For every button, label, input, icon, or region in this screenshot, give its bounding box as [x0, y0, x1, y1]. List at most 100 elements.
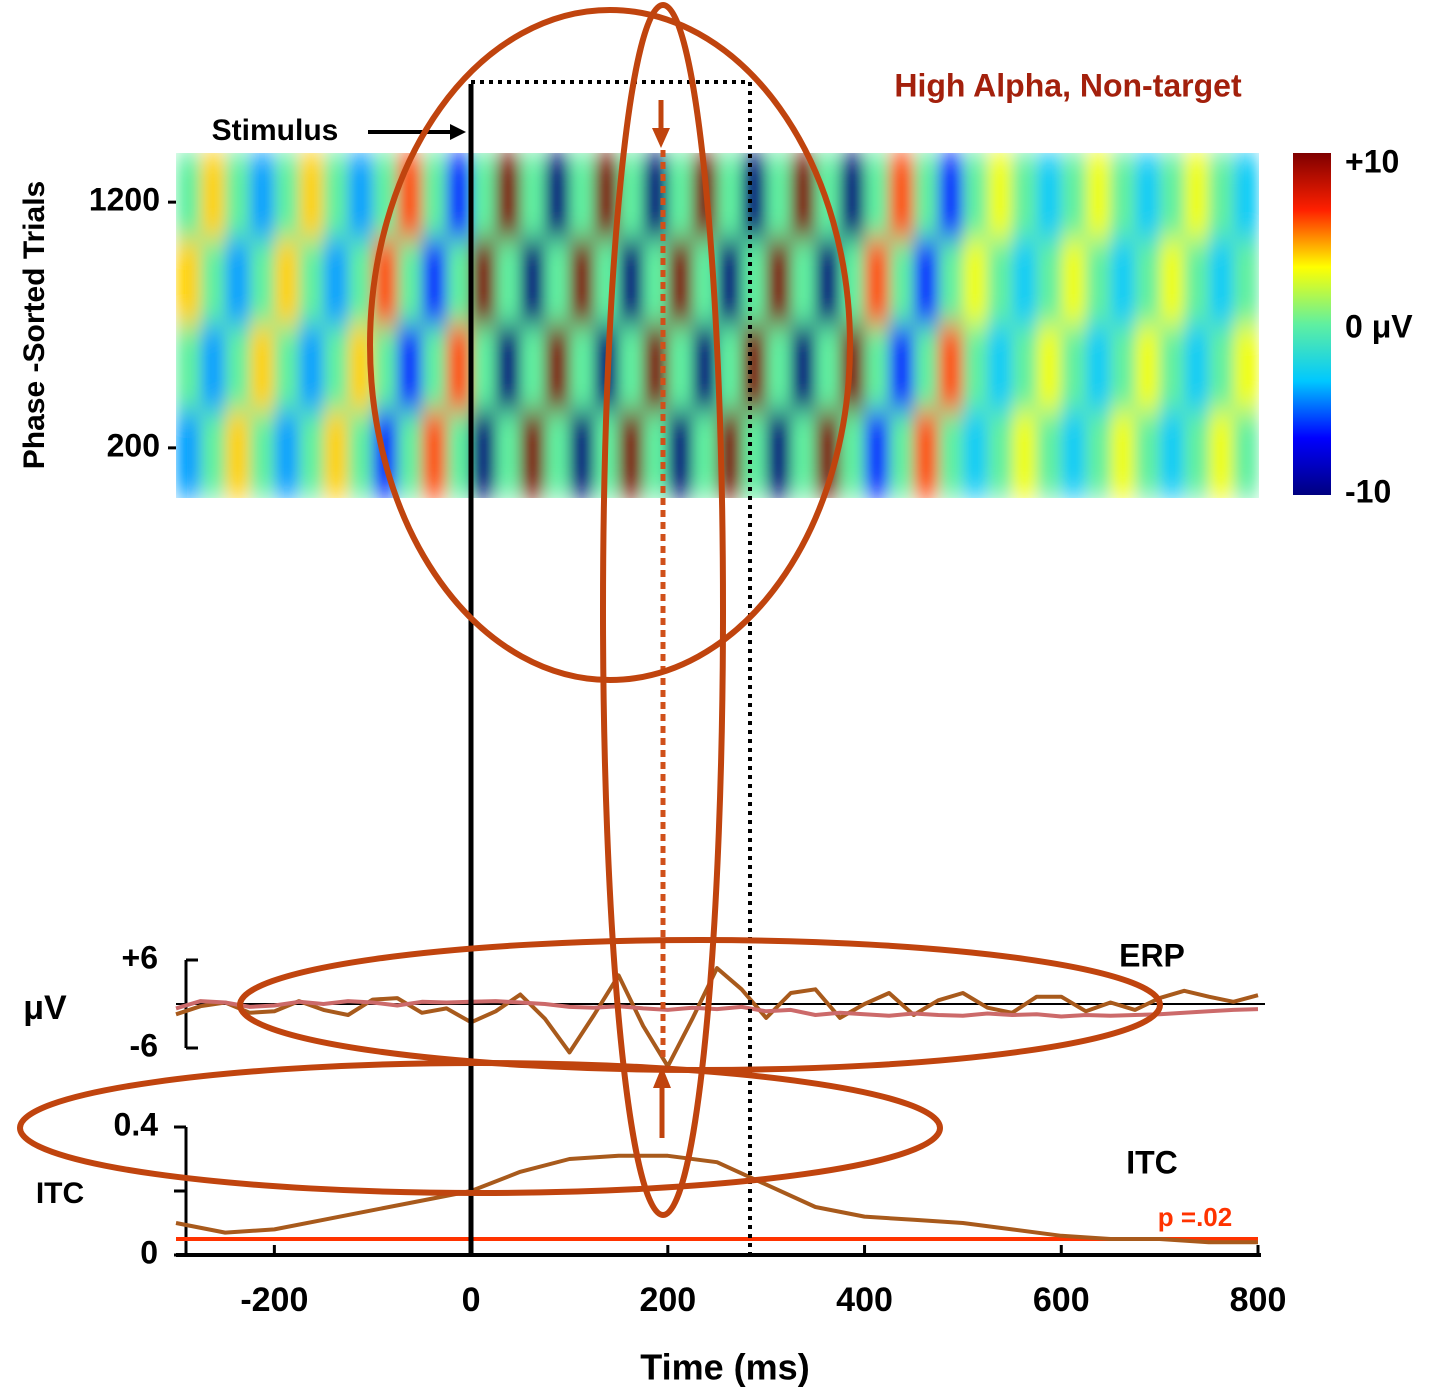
heatmap-cell	[1085, 325, 1112, 412]
heatmap-cell	[421, 239, 448, 326]
heatmap-cell	[176, 411, 202, 498]
itc-y-label: ITC	[36, 1177, 84, 1210]
heatmap-cell	[471, 325, 497, 412]
heatmap-cell	[397, 325, 423, 412]
heatmap-cell	[200, 153, 226, 240]
heatmap-cell	[249, 411, 275, 498]
heatmap-cell	[1061, 411, 1087, 498]
heatmap-cell	[1233, 411, 1259, 498]
heatmap-cell	[1085, 153, 1112, 240]
heatmap-cell	[618, 325, 644, 412]
heatmap-cell	[200, 325, 226, 412]
x-tick-label: 600	[1033, 1281, 1090, 1319]
x-tick-label: 800	[1230, 1281, 1287, 1319]
heatmap-cell	[372, 325, 398, 412]
heatmap-cell	[1135, 411, 1161, 498]
heatmap-cell	[667, 239, 694, 326]
heatmap-cell	[864, 325, 890, 412]
heatmap-cell	[1135, 153, 1161, 240]
heatmap-cell	[176, 153, 202, 240]
heatmap-cell	[544, 411, 571, 498]
heatmap-cell	[962, 239, 989, 326]
y-tick-label: 200	[107, 427, 160, 463]
heatmap-cell	[790, 325, 816, 412]
heatmap-cell	[1135, 325, 1161, 412]
heatmap-cell	[249, 153, 275, 240]
highlight-ellipse	[17, 1060, 943, 1196]
chart-title: High Alpha, Non-target	[894, 67, 1242, 103]
heatmap-cell	[1036, 411, 1062, 498]
heatmap-cell	[225, 239, 251, 326]
heatmap-cell	[1085, 411, 1112, 498]
series-label: ITC	[1126, 1144, 1178, 1180]
threshold-label: p =.02	[1158, 1202, 1232, 1232]
colorbar	[1293, 153, 1331, 495]
heatmap-cell	[200, 239, 226, 326]
heatmap-cell	[1012, 239, 1038, 326]
x-axis-label: Time (ms)	[640, 1347, 809, 1388]
heatmap-cell	[471, 153, 497, 240]
heatmap-cell	[298, 325, 325, 412]
heatmap-cell	[1036, 153, 1062, 240]
heatmap-cell	[1233, 239, 1259, 326]
heatmap-cell	[938, 411, 964, 498]
heatmap-cell	[495, 411, 521, 498]
heatmap-cell	[348, 153, 374, 240]
heatmap-cell	[1110, 153, 1136, 240]
heatmap-cell	[1061, 153, 1087, 240]
highlight-ellipse	[600, 2, 726, 1218]
heatmap-cell	[938, 153, 964, 240]
heatmap-cell	[987, 411, 1013, 498]
colorbar-tick-label: +10	[1345, 143, 1399, 179]
heatmap-cell	[1012, 325, 1038, 412]
heatmap-cell	[1184, 411, 1210, 498]
heatmap-cell	[225, 153, 251, 240]
x-tick-label: 200	[639, 1281, 696, 1319]
heatmap-cell	[987, 325, 1013, 412]
heatmap-cell	[987, 153, 1013, 240]
heatmap-cell	[446, 239, 472, 326]
heatmap-cell	[667, 411, 694, 498]
heatmap-cell	[249, 239, 275, 326]
heatmap-cell	[397, 239, 423, 326]
heatmap-cell	[1184, 325, 1210, 412]
stimulus-arrowhead	[450, 124, 466, 140]
arrowhead	[653, 1066, 671, 1088]
heatmap-cell	[249, 325, 275, 412]
heatmap-cell	[520, 239, 546, 326]
heatmap-cell	[667, 325, 694, 412]
heatmap-cell	[225, 325, 251, 412]
heatmap-cell	[397, 153, 423, 240]
y-tick-label: -6	[130, 1027, 158, 1063]
y-tick-label: +6	[122, 939, 158, 975]
erp-image	[176, 153, 1259, 498]
heatmap-cell	[692, 325, 718, 412]
heatmap-cell	[766, 239, 792, 326]
heatmap-cell	[815, 325, 841, 412]
series-label: ERP	[1119, 937, 1185, 973]
heatmap-cell	[274, 325, 300, 412]
heatmap-cell	[1061, 325, 1087, 412]
heatmap-cell	[1159, 325, 1185, 412]
heatmap-cell	[274, 239, 300, 326]
window-outline	[471, 80, 752, 1257]
heatmap-cell	[298, 153, 325, 240]
y-axis-label: Phase -Sorted Trials	[18, 181, 51, 469]
heatmap-cell	[1110, 411, 1136, 498]
heatmap-cell	[618, 239, 644, 326]
heatmap-cell	[766, 325, 792, 412]
heatmap-cell	[176, 325, 202, 412]
series-line	[175, 966, 1259, 1069]
colorbar-tick-label: 0 μV	[1345, 308, 1413, 344]
heatmap-cell	[495, 239, 521, 326]
series-line	[175, 999, 1259, 1019]
highlight-ellipse	[367, 7, 853, 683]
x-tick-label: 0	[462, 1281, 481, 1319]
heatmap-cell	[962, 153, 989, 240]
heatmap-cell	[421, 153, 448, 240]
heatmap-cell	[667, 153, 694, 240]
heatmap-cell	[446, 153, 472, 240]
arrowhead	[652, 128, 670, 148]
stimulus-label: Stimulus	[212, 114, 339, 147]
